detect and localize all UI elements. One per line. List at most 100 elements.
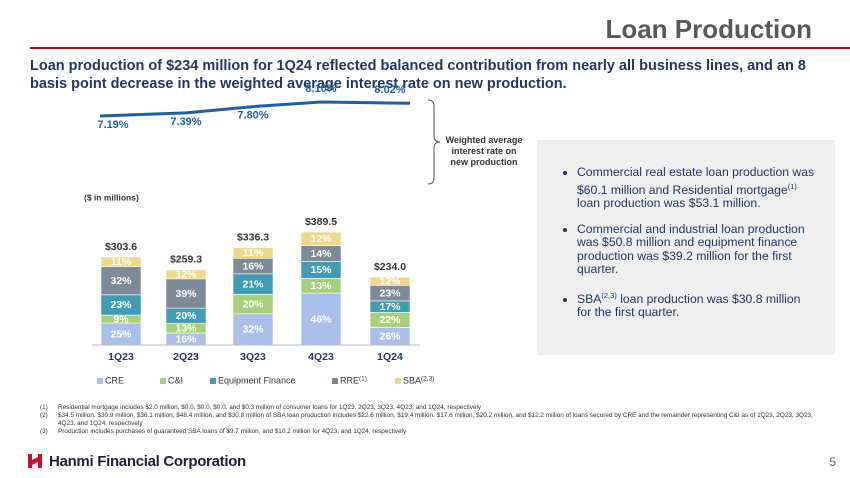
segment-label: 20% [242,298,264,310]
bullet-text: loan production was $53.1 million. [577,196,761,211]
bullet-text: SBA [577,291,602,306]
footnote: (3) Production includes purchases of guar… [40,428,830,436]
segment-label: 17% [379,301,401,313]
legend-name: Equipment Finance [218,376,296,386]
footnote-text: Residential mortgage includes $2.0 milli… [58,404,482,411]
bar-segment [300,292,342,346]
footnote-marker: (1) [40,404,48,411]
bar-total-label: $259.3 [170,254,202,266]
segment-label: 21% [242,278,264,290]
segment-label: 46% [310,313,332,325]
rate-label: 8.02% [374,84,405,96]
bar-segment [165,278,207,309]
footnote: (1) Residential mortgage includes $2.0 mi… [40,404,830,412]
bar-total-label: $234.0 [374,261,406,273]
bar-segment [232,247,274,259]
rate-line [99,100,411,118]
bar-segment [300,231,342,246]
bullet-text: Commercial real estate loan production w… [577,165,815,197]
rate-label: 7.39% [170,116,201,128]
bar-total-label: $336.3 [237,231,269,243]
logo: Hanmi Financial Corporation [26,452,246,470]
annotation-line: interest rate on [451,146,516,156]
legend-label: CRE [105,376,124,386]
legend-label: Equipment Finance [218,376,296,386]
legend-label: SBA(2,3) [403,375,434,386]
segment-label: 14% [310,248,332,260]
x-tick-label: 3Q23 [240,351,266,363]
segment-label: 15% [310,264,332,276]
segment-label: 23% [110,299,132,311]
x-tick-label: 4Q23 [308,351,334,363]
footnote-text: $34.5 million, $30.9 million, $36.1 mill… [58,412,813,427]
bullet: Commercial real estate loan production w… [577,165,815,211]
segment-label: 32% [242,324,264,336]
rate-label: 7.19% [97,119,128,131]
x-tick-label: 2Q23 [173,351,199,363]
bullet-text: loan production was $30.8 million for th… [577,291,801,320]
title-rule [30,47,850,49]
unit-note: ($ in millions) [84,192,139,202]
segment-label: 11% [111,256,132,268]
legend-swatch [160,378,166,384]
segment-label: 22% [379,314,401,326]
segment-label: 13% [310,280,332,292]
brace [427,99,441,185]
segment-label: 23% [379,287,401,299]
footnote-marker: (2) [40,412,48,419]
segment-label: 9% [113,313,129,325]
bullet-text: Commercial and industrial loan productio… [577,221,805,277]
segment-label: 11% [243,247,264,259]
legend-swatch [210,378,216,384]
legend-swatch [97,378,103,384]
rate-label: 7.80% [237,110,268,122]
segment-label: 12% [175,269,197,281]
bar-segment [165,269,207,280]
bar-segment [100,256,142,267]
segment-label: 20% [175,310,197,322]
segment-label: 12% [379,276,401,288]
subtitle: Loan production of $234 million for 1Q24… [30,58,806,92]
bullet-note: (1) [787,181,797,191]
footnote-marker: (3) [40,428,48,435]
bar-segment [232,313,274,346]
segment-label: 39% [175,288,197,300]
segment-label: 32% [110,275,132,287]
legend-note: (1) [359,375,367,382]
segment-label: 13% [175,322,197,334]
annotation-line: new production [451,157,518,167]
logo-icon [28,454,42,468]
legend-label: C&I [168,376,183,386]
legend-label: RRE(1) [340,375,367,386]
slide-title: Loan Production [605,14,812,44]
segment-label: 12% [310,233,332,245]
annotation: Weighted average interest rate on new prod… [446,135,523,167]
logo-text: Hanmi Financial Corporation [49,452,246,470]
legend-name: RRE [340,376,359,386]
page-number: 5 [829,455,836,469]
segment-label: 16% [175,333,197,345]
legend-name: SBA [403,376,421,386]
footnote-text: Production includes purchases of guarant… [58,428,407,435]
bullet: SBA(2,3) loan production was $30.8 milli… [577,289,815,320]
x-tick-label: 1Q24 [377,351,403,363]
bar-total-label: $389.5 [305,216,337,228]
bullet: Commercial and industrial loan productio… [577,221,815,277]
bar-total-label: $303.6 [105,241,137,253]
annotation-line: Weighted average [446,135,523,145]
rate-label: 8.10% [305,83,336,95]
segment-label: 16% [242,260,264,272]
legend-swatch [332,378,338,384]
bullet-note: (2,3) [601,290,617,300]
x-tick-label: 1Q23 [108,351,134,363]
legend-name: C&I [168,376,183,386]
legend-swatch [395,378,401,384]
bullet-list: Commercial real estate loan production w… [537,140,835,320]
legend-name: CRE [105,376,124,386]
segment-label: 26% [379,330,401,342]
bar-segment [100,266,142,296]
segment-label: 25% [110,328,132,340]
legend-note: (2,3) [421,375,434,382]
